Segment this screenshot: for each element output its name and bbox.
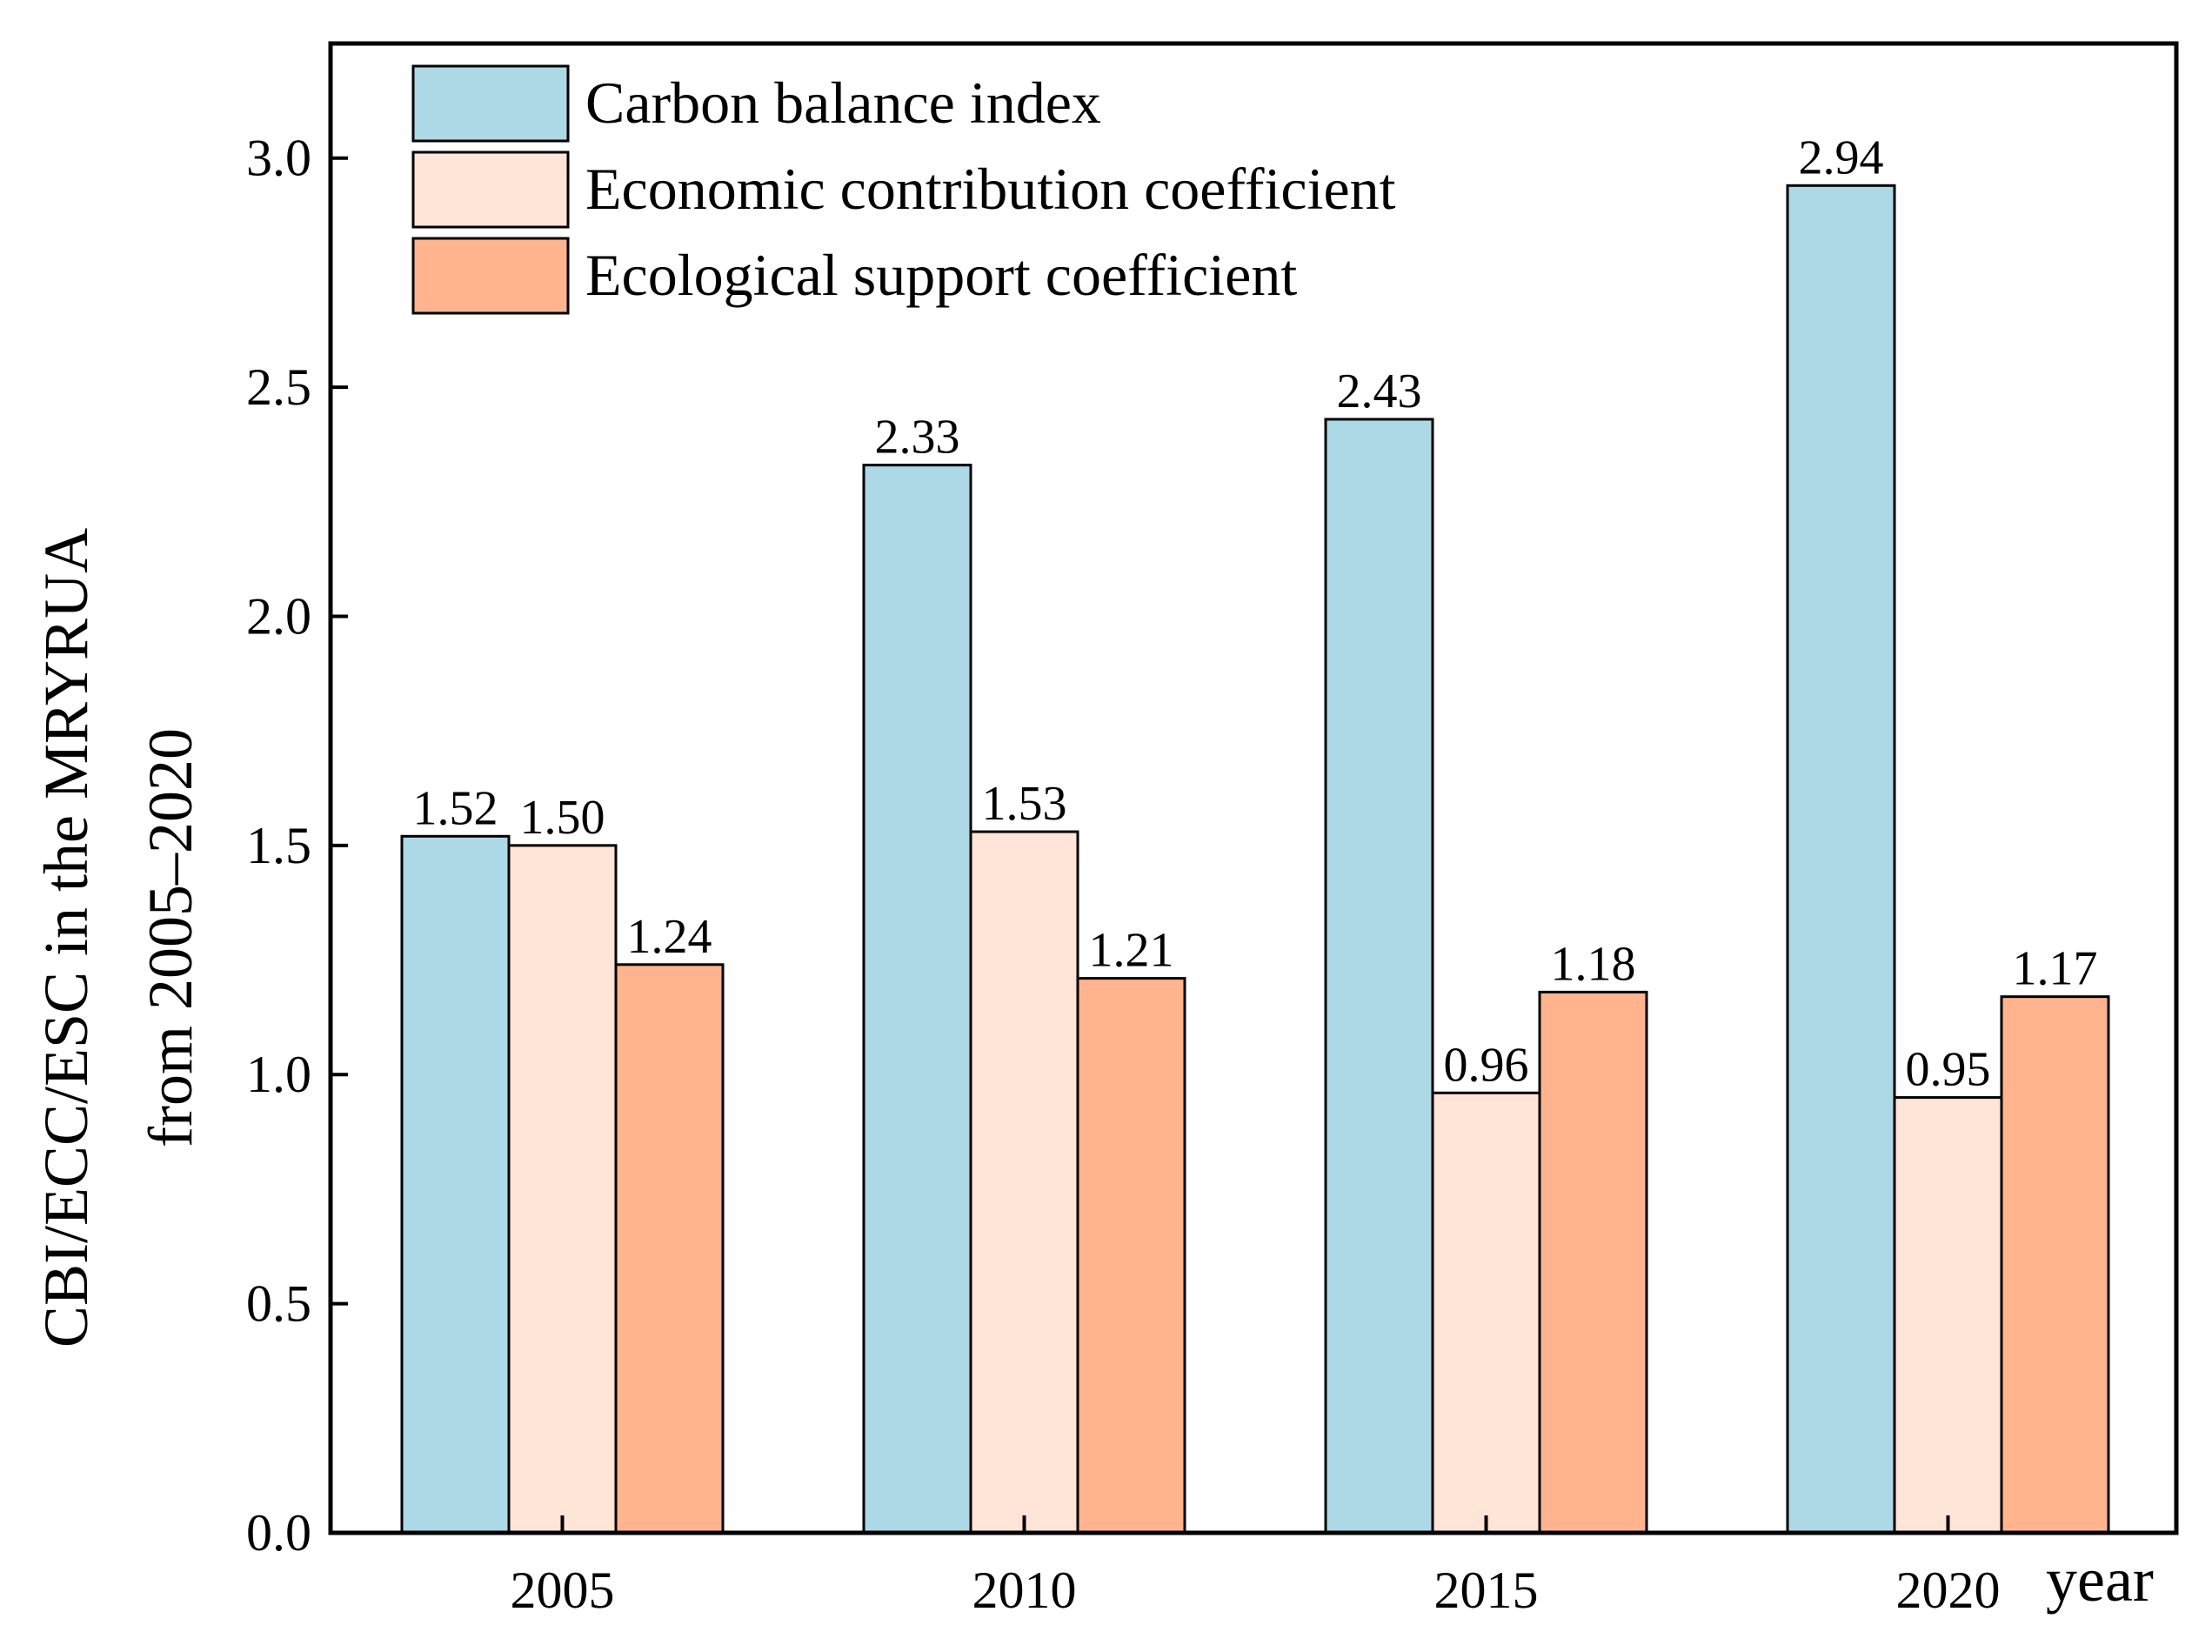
bar-ecological-support-coefficient-2005 (614, 963, 725, 1535)
x-tick-label-2005: 2005 (511, 1562, 615, 1619)
axes: 0.0 0.5 1.0 1.5 2.0 2.5 3.0 2005 2010 2015 2020 (246, 41, 2179, 1619)
y-axis-title-line-1: CBI/ECC/ESC in the MRYRUA (31, 528, 101, 1348)
x-axis-title: year (2046, 1545, 2154, 1615)
legend-swatch-carbon-balance-index (411, 64, 570, 143)
y-tick-label: 0.5 (246, 1275, 311, 1333)
bar-carbon-balance-index-2020 (1786, 184, 1896, 1535)
data-label-economic-contribution-coefficient-2010: 1.53 (982, 777, 1067, 831)
legend-label-ecological-support-coefficient: Ecological support coefficient (585, 242, 1297, 308)
bar-economic-contribution-coefficient-2010 (969, 830, 1079, 1535)
bar-carbon-balance-index-2010 (862, 464, 972, 1535)
x-tick-label-2010: 2010 (972, 1562, 1077, 1619)
bar-economic-contribution-coefficient-2005 (507, 844, 618, 1535)
y-axis-title-line-2: from 2005–2020 (136, 728, 205, 1147)
legend-swatch-ecological-support-coefficient (411, 237, 570, 315)
legend-label-economic-contribution-coefficient: Economic contribution coefficient (585, 156, 1396, 222)
data-labels-layer: 1.52 2.33 2.43 2.94 1.50 1.53 0.96 0.95 1.24 1.21… (413, 130, 2098, 1096)
data-label-economic-contribution-coefficient-2005: 1.50 (520, 791, 605, 845)
bar-carbon-balance-index-2005 (400, 834, 511, 1535)
data-label-carbon-balance-index-2015: 2.43 (1337, 365, 1422, 418)
y-tick-label: 1.0 (246, 1046, 311, 1103)
data-label-ecological-support-coefficient-2015: 1.18 (1551, 937, 1636, 991)
data-label-economic-contribution-coefficient-2020: 0.95 (1906, 1043, 1991, 1097)
data-label-carbon-balance-index-2020: 2.94 (1799, 130, 1884, 184)
data-label-ecological-support-coefficient-2005: 1.24 (627, 910, 712, 964)
bar-ecological-support-coefficient-2010 (1076, 977, 1186, 1535)
x-tick-label-2020: 2020 (1896, 1562, 2001, 1619)
plot-frame (328, 41, 2179, 1535)
bar-carbon-balance-index-2015 (1324, 418, 1434, 1535)
bar-economic-contribution-coefficient-2020 (1893, 1096, 2003, 1535)
data-label-carbon-balance-index-2010: 2.33 (875, 411, 960, 465)
data-label-ecological-support-coefficient-2010: 1.21 (1089, 924, 1174, 978)
y-tick-label: 2.5 (246, 358, 311, 416)
legend: Carbon balance index Economic contributio… (411, 64, 1396, 315)
bars-layer (400, 184, 2110, 1535)
y-tick-label: 2.0 (246, 587, 311, 645)
bar-ecological-support-coefficient-2015 (1538, 990, 1648, 1535)
y-tick-label: 3.0 (246, 130, 311, 187)
y-tick-label: 1.5 (246, 817, 311, 874)
data-label-carbon-balance-index-2005: 1.52 (413, 781, 498, 835)
legend-swatch-economic-contribution-coefficient (411, 150, 570, 229)
data-label-ecological-support-coefficient-2020: 1.17 (2013, 942, 2098, 996)
bar-ecological-support-coefficient-2020 (2000, 995, 2110, 1535)
bar-economic-contribution-coefficient-2015 (1431, 1091, 1541, 1535)
data-label-economic-contribution-coefficient-2015: 0.96 (1444, 1038, 1529, 1092)
y-tick-label: 0.0 (246, 1504, 311, 1562)
legend-label-carbon-balance-index: Carbon balance index (585, 70, 1101, 136)
x-tick-label-2015: 2015 (1434, 1562, 1539, 1619)
